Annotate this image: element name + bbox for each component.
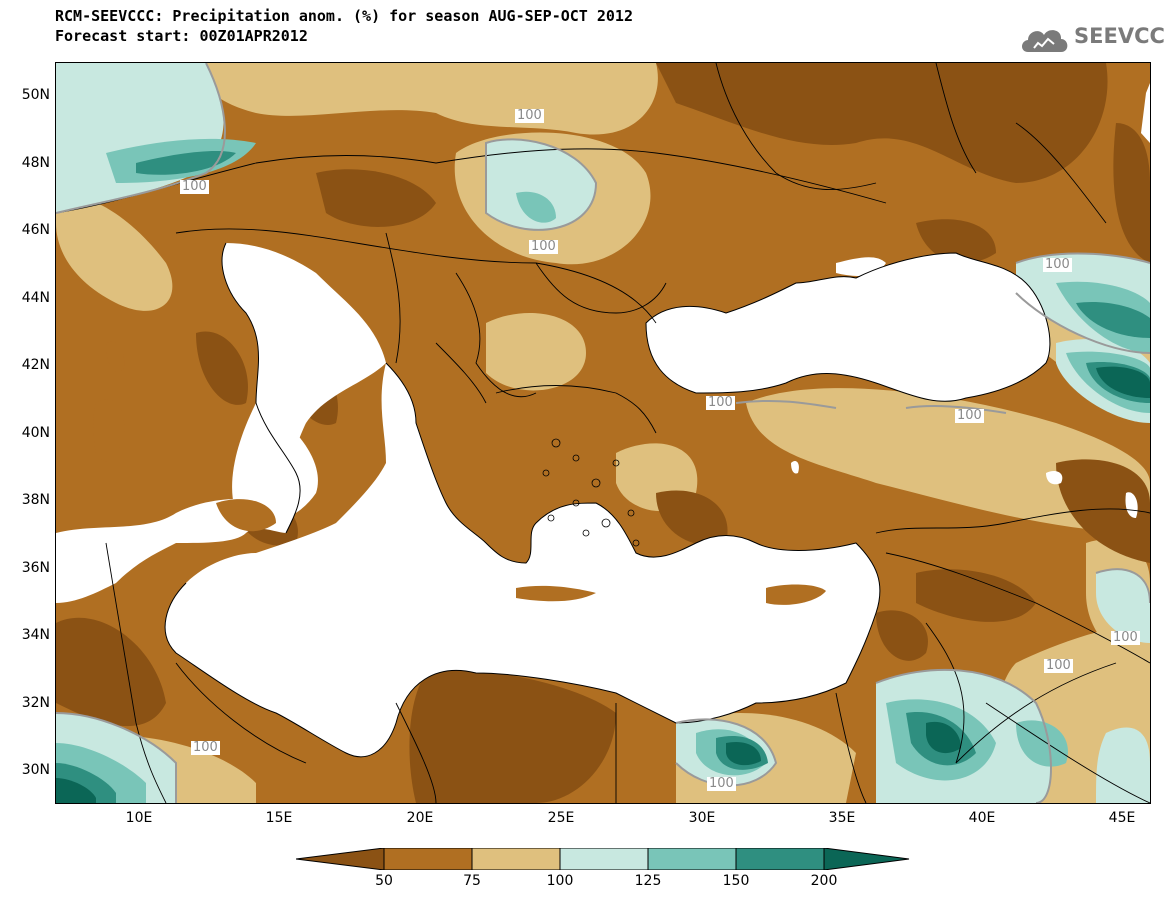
colorbar-tick-150: 150 xyxy=(722,873,750,889)
colorbar-segment xyxy=(735,848,825,870)
colorbar xyxy=(296,848,910,870)
lon-label-10e: 10E xyxy=(125,810,153,826)
title-block: RCM-SEEVCCC: Precipitation anom. (%) for… xyxy=(55,6,633,46)
lat-label-44n: 44N xyxy=(21,290,50,306)
contour-label: 100 xyxy=(180,179,209,194)
colorbar-tick-75: 75 xyxy=(463,873,481,889)
colorbar-segment xyxy=(471,848,561,870)
lat-label-30n: 30N xyxy=(21,762,50,778)
lat-label-46n: 46N xyxy=(21,222,50,238)
contour-label: 100 xyxy=(1111,630,1140,645)
contour-label: 100 xyxy=(707,776,736,791)
lat-label-38n: 38N xyxy=(21,492,50,508)
lat-label-34n: 34N xyxy=(21,627,50,643)
coastlines xyxy=(164,242,1051,758)
borders xyxy=(56,63,1150,803)
sea-areas xyxy=(56,83,1150,757)
lat-label-48n: 48N xyxy=(21,155,50,171)
contour-label: 100 xyxy=(955,408,984,423)
contour-label: 100 xyxy=(515,108,544,123)
lon-label-45e: 45E xyxy=(1108,810,1136,826)
lat-label-50n: 50N xyxy=(21,87,50,103)
colorbar-segment xyxy=(296,848,385,870)
contour-100 xyxy=(56,63,1150,803)
colorbar-tick-100: 100 xyxy=(546,873,574,889)
lon-label-40e: 40E xyxy=(968,810,996,826)
colorbar-tick-200: 200 xyxy=(810,873,838,889)
lat-label-32n: 32N xyxy=(21,695,50,711)
map-canvas xyxy=(56,63,1150,803)
islands xyxy=(93,341,826,605)
contour-label: 100 xyxy=(191,740,220,755)
lon-label-15e: 15E xyxy=(265,810,293,826)
lon-label-25e: 25E xyxy=(547,810,575,826)
colorbar-segment xyxy=(383,848,473,870)
colorbar-tick-50: 50 xyxy=(375,873,393,889)
aegean-islands xyxy=(542,438,640,547)
lon-label-30e: 30E xyxy=(688,810,716,826)
logo-text: SEEVCCC xyxy=(1074,24,1165,48)
lon-label-35e: 35E xyxy=(828,810,856,826)
lat-label-40n: 40N xyxy=(21,425,50,441)
lat-label-36n: 36N xyxy=(21,560,50,576)
contour-label: 100 xyxy=(1044,658,1073,673)
contour-label: 100 xyxy=(706,395,735,410)
anomaly-below-50 xyxy=(56,63,1150,803)
forecast-start: Forecast start: 00Z01APR2012 xyxy=(55,27,308,45)
lat-label-42n: 42N xyxy=(21,357,50,373)
anomaly-above-200 xyxy=(56,366,1150,803)
map-panel: 100 100 100 100 100 100 100 100 100 100 xyxy=(55,62,1151,804)
colorbar-tick-125: 125 xyxy=(634,873,662,889)
colorbar-segment xyxy=(823,848,910,870)
map-title: RCM-SEEVCCC: Precipitation anom. (%) for… xyxy=(55,7,633,25)
cloud-icon xyxy=(1022,30,1068,52)
seevccc-logo: SEEVCCC xyxy=(1018,22,1165,56)
colorbar-segment xyxy=(647,848,737,870)
contour-label: 100 xyxy=(1043,257,1072,272)
colorbar-segment xyxy=(559,848,649,870)
contour-label: 100 xyxy=(529,239,558,254)
lon-label-20e: 20E xyxy=(406,810,434,826)
